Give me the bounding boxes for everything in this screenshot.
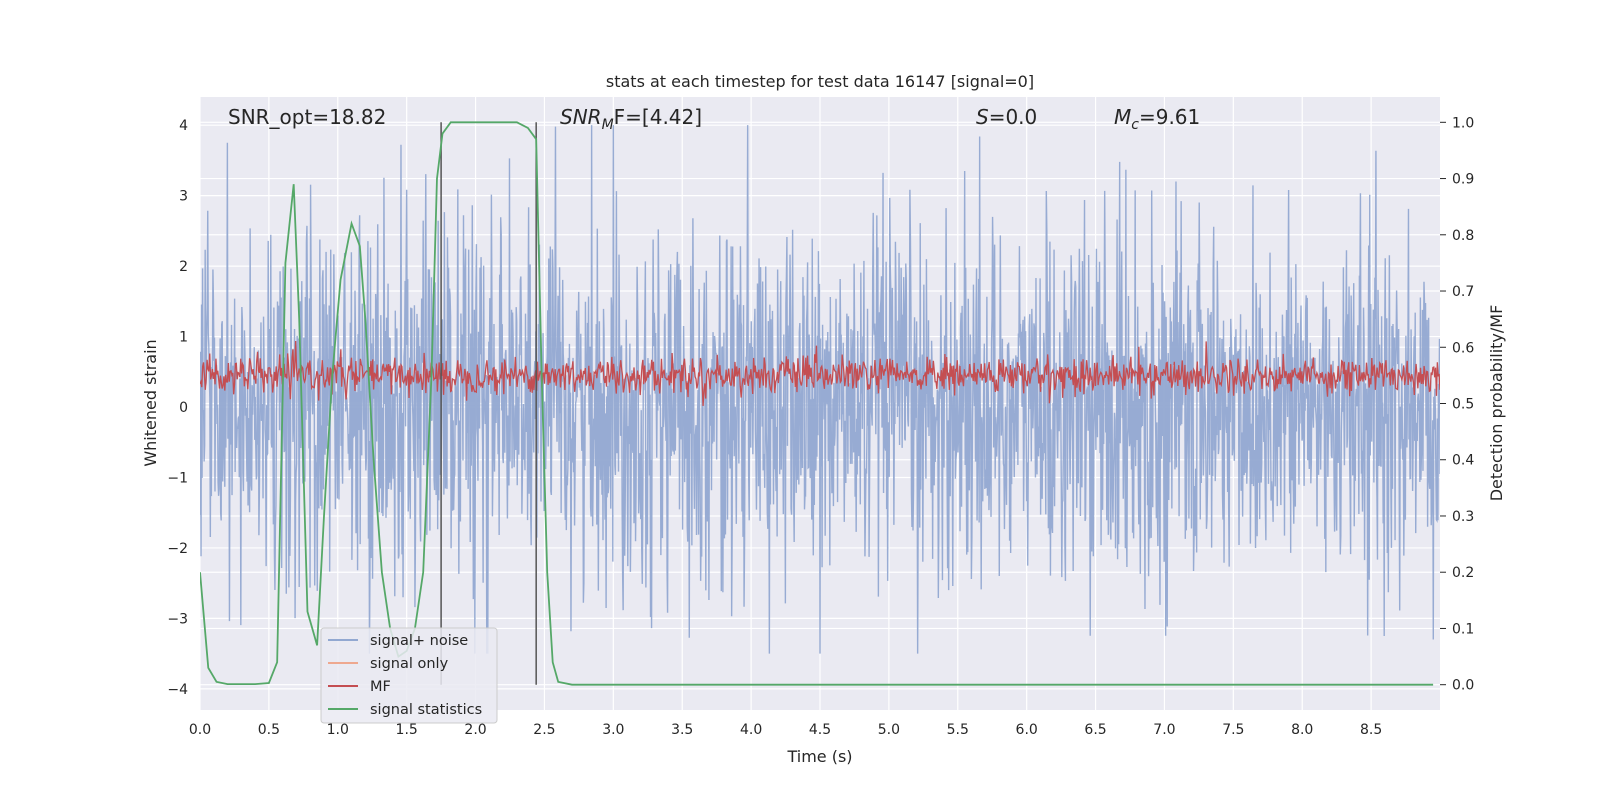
y-right-tick-label: 0.1 bbox=[1452, 621, 1474, 637]
y-tick-label: −3 bbox=[167, 611, 188, 627]
x-tick-label: 2.5 bbox=[533, 722, 555, 738]
x-axis-ticks: 0.0 0.5 1.0 1.5 2.0 2.5 3.0 3.5 4.0 4.5 5.0 5.5 6.0 6… bbox=[189, 722, 1382, 738]
annotation-s: S=0.0 bbox=[976, 105, 1037, 129]
x-tick-label: 3.5 bbox=[671, 722, 693, 738]
y-tick-label: 3 bbox=[179, 189, 188, 205]
x-tick-label: 3.0 bbox=[602, 722, 624, 738]
annotation-snr-opt: SNR_opt=18.82 bbox=[228, 105, 386, 129]
x-tick-label: 8.5 bbox=[1360, 722, 1382, 738]
legend-label-signal-statistics: signal statistics bbox=[370, 702, 482, 718]
y-axis-label: Whitened strain bbox=[141, 339, 160, 466]
x-tick-label: 1.5 bbox=[396, 722, 418, 738]
y-right-tick-label: 0.0 bbox=[1452, 678, 1474, 694]
legend-label-signal-noise: signal+ noise bbox=[370, 633, 468, 649]
legend-box bbox=[320, 627, 498, 724]
y-right-tick-label: 0.3 bbox=[1452, 509, 1474, 525]
y-tick-label: 0 bbox=[179, 400, 188, 416]
y-right-tick-label: 0.5 bbox=[1452, 397, 1474, 413]
x-axis-label: Time (s) bbox=[786, 747, 852, 766]
legend-label-signal-only: signal only bbox=[370, 656, 449, 672]
y-tick-label: −4 bbox=[167, 682, 188, 698]
y-axis-right-ticks: 1.0 0.9 0.8 0.7 0.6 0.5 0.4 0.3 0.2 0.1 0.0 bbox=[1440, 115, 1474, 694]
series-signal-noise-line bbox=[200, 125, 1440, 654]
x-tick-label: 8.0 bbox=[1291, 722, 1313, 738]
y-tick-label: 2 bbox=[179, 259, 188, 275]
y-right-tick-label: 0.2 bbox=[1452, 565, 1474, 581]
x-tick-label: 7.0 bbox=[1153, 722, 1175, 738]
y-right-tick-label: 0.8 bbox=[1452, 228, 1474, 244]
x-tick-label: 1.0 bbox=[327, 722, 349, 738]
y-right-tick-label: 0.9 bbox=[1452, 172, 1474, 188]
annotation-mc: Mc=9.61 bbox=[1114, 105, 1200, 133]
series-mf-line bbox=[200, 340, 1440, 406]
x-tick-label: 6.0 bbox=[1016, 722, 1038, 738]
y-right-tick-label: 0.4 bbox=[1452, 453, 1474, 469]
x-tick-label: 7.5 bbox=[1222, 722, 1244, 738]
legend-label-mf: MF bbox=[370, 679, 391, 695]
x-tick-label: 0.5 bbox=[258, 722, 280, 738]
x-tick-label: 2.0 bbox=[464, 722, 486, 738]
x-tick-label: 5.0 bbox=[878, 722, 900, 738]
x-tick-label: 5.5 bbox=[947, 722, 969, 738]
y-axis-right-label: Detection probability/MF bbox=[1487, 305, 1506, 502]
y-right-tick-label: 0.6 bbox=[1452, 340, 1474, 356]
y-tick-label: 1 bbox=[179, 330, 188, 346]
x-tick-label: 4.0 bbox=[740, 722, 762, 738]
y-tick-label: −2 bbox=[167, 541, 188, 557]
y-right-tick-label: 1.0 bbox=[1452, 115, 1474, 131]
y-right-tick-label: 0.7 bbox=[1452, 284, 1474, 300]
y-tick-label: −1 bbox=[167, 470, 188, 486]
legend: signal+ noise signal only MF signal stat… bbox=[320, 627, 498, 724]
x-tick-label: 0.0 bbox=[189, 722, 211, 738]
annotation-snr-mf: SNRMF=[4.42] bbox=[560, 105, 702, 133]
x-tick-label: 4.5 bbox=[809, 722, 831, 738]
y-tick-label: 4 bbox=[179, 118, 188, 134]
chart-title: stats at each timestep for test data 161… bbox=[606, 72, 1034, 91]
x-tick-label: 6.5 bbox=[1084, 722, 1106, 738]
y-axis-left-ticks: 4 3 2 1 0 −1 −2 −3 −4 bbox=[167, 118, 188, 698]
